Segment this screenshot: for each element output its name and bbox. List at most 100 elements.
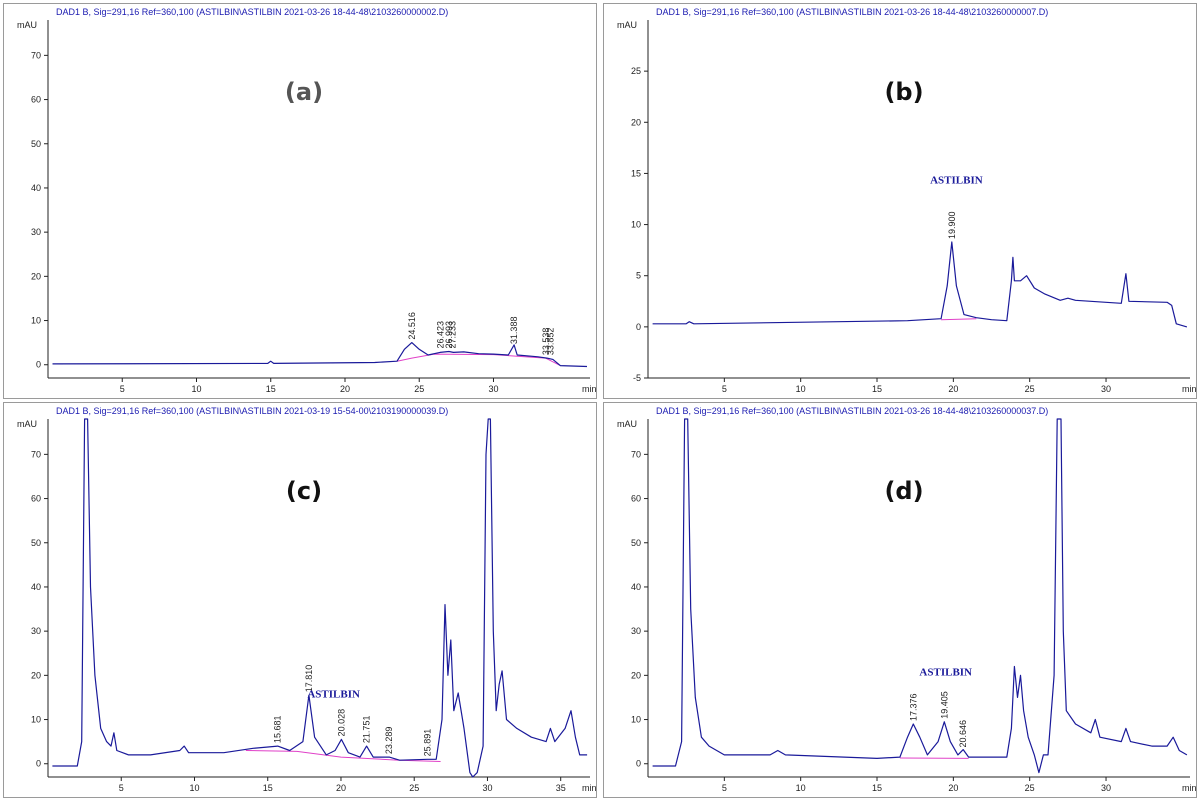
- chromatogram-trace: [652, 241, 1188, 328]
- chromatogram-panel-b: DAD1 B, Sig=291,16 Ref=360,100 (ASTILBIN…: [603, 3, 1197, 399]
- y-unit-label: mAU: [17, 20, 37, 30]
- x-unit-label: min: [1182, 384, 1197, 394]
- y-tick-label: 40: [631, 582, 641, 592]
- y-tick-label: 0: [636, 322, 641, 332]
- y-tick-label: 20: [631, 117, 641, 127]
- chart-svg: DAD1 B, Sig=291,16 Ref=360,100 (ASTILBIN…: [17, 7, 597, 394]
- x-tick-label: 20: [340, 384, 350, 394]
- x-tick-label: 30: [1101, 384, 1111, 394]
- peak-rt-label: 27.233: [447, 321, 457, 349]
- y-tick-label: 30: [631, 626, 641, 636]
- x-tick-label: 10: [191, 384, 201, 394]
- run-header: DAD1 B, Sig=291,16 Ref=360,100 (ASTILBIN…: [656, 406, 1048, 416]
- x-tick-label: 10: [189, 783, 199, 793]
- x-tick-label: 30: [482, 783, 492, 793]
- x-tick-label: 20: [336, 783, 346, 793]
- y-tick-label: 10: [631, 220, 641, 230]
- peak-rt-label: 19.405: [939, 691, 949, 719]
- y-tick-label: 50: [31, 139, 41, 149]
- chart-svg: DAD1 B, Sig=291,16 Ref=360,100 (ASTILBIN…: [617, 406, 1197, 793]
- y-tick-label: 10: [31, 715, 41, 725]
- peak-rt-label: 20.028: [336, 709, 346, 737]
- y-unit-label: mAU: [17, 419, 37, 429]
- x-tick-label: 30: [488, 384, 498, 394]
- chart-svg: DAD1 B, Sig=291,16 Ref=360,100 (ASTILBIN…: [617, 7, 1197, 394]
- peak-rt-label: 33.852: [546, 328, 556, 356]
- y-unit-label: mAU: [617, 20, 637, 30]
- x-tick-label: 25: [1025, 783, 1035, 793]
- integration-baseline: [245, 750, 441, 762]
- y-tick-label: 10: [31, 316, 41, 326]
- y-tick-label: 0: [36, 360, 41, 370]
- y-tick-label: 0: [36, 759, 41, 769]
- y-tick-label: 50: [631, 538, 641, 548]
- x-tick-label: 5: [119, 783, 124, 793]
- run-header: DAD1 B, Sig=291,16 Ref=360,100 (ASTILBIN…: [56, 7, 448, 17]
- peak-rt-label: 15.681: [273, 716, 283, 744]
- y-tick-label: 0: [636, 759, 641, 769]
- y-tick-label: 20: [631, 670, 641, 680]
- x-tick-label: 15: [872, 783, 882, 793]
- chromatogram-panel-a: DAD1 B, Sig=291,16 Ref=360,100 (ASTILBIN…: [3, 3, 597, 399]
- x-unit-label: min: [1182, 783, 1197, 793]
- y-tick-label: 70: [631, 449, 641, 459]
- run-header: DAD1 B, Sig=291,16 Ref=360,100 (ASTILBIN…: [656, 7, 1048, 17]
- panel-label: (b): [884, 78, 923, 106]
- chromatogram-trace: [652, 418, 1188, 774]
- panel-label: (c): [286, 477, 322, 505]
- x-unit-label: min: [582, 384, 597, 394]
- y-tick-label: 70: [31, 50, 41, 60]
- x-tick-label: 10: [796, 384, 806, 394]
- peak-rt-label: 21.751: [362, 716, 372, 744]
- peak-rt-label: 31.388: [509, 317, 519, 345]
- y-tick-label: 30: [31, 626, 41, 636]
- y-tick-label: 60: [31, 95, 41, 105]
- x-tick-label: 15: [263, 783, 273, 793]
- x-tick-label: 15: [872, 384, 882, 394]
- compound-label: ASTILBIN: [930, 175, 983, 187]
- y-tick-label: 20: [31, 271, 41, 281]
- x-tick-label: 15: [266, 384, 276, 394]
- peak-rt-label: 26.423: [435, 321, 445, 349]
- panel-label: (d): [884, 477, 923, 505]
- panel-label: (a): [285, 78, 323, 106]
- y-tick-label: 10: [631, 715, 641, 725]
- y-tick-label: 70: [31, 449, 41, 459]
- peak-rt-label: 24.516: [407, 312, 417, 340]
- integration-baseline: [396, 353, 561, 367]
- chromatogram-panel-c: DAD1 B, Sig=291,16 Ref=360,100 (ASTILBIN…: [3, 402, 597, 798]
- x-tick-label: 5: [722, 783, 727, 793]
- x-tick-label: 20: [948, 783, 958, 793]
- y-tick-label: 20: [31, 670, 41, 680]
- peak-rt-label: 23.289: [384, 727, 394, 755]
- chromatogram-trace: [52, 342, 588, 368]
- y-tick-label: 60: [31, 494, 41, 504]
- peak-rt-label: 17.376: [908, 693, 918, 721]
- x-tick-label: 10: [796, 783, 806, 793]
- x-tick-label: 35: [556, 783, 566, 793]
- integration-baseline: [941, 318, 977, 321]
- y-tick-label: 60: [631, 494, 641, 504]
- chromatogram-panel-d: DAD1 B, Sig=291,16 Ref=360,100 (ASTILBIN…: [603, 402, 1197, 798]
- x-unit-label: min: [582, 783, 597, 793]
- y-tick-label: 5: [636, 271, 641, 281]
- compound-label: ASTILBIN: [307, 688, 360, 700]
- run-header: DAD1 B, Sig=291,16 Ref=360,100 (ASTILBIN…: [56, 406, 448, 416]
- peak-rt-label: 19.900: [947, 211, 957, 239]
- y-tick-label: 30: [31, 227, 41, 237]
- y-tick-label: -5: [633, 373, 641, 383]
- y-tick-label: 25: [631, 66, 641, 76]
- x-tick-label: 5: [120, 384, 125, 394]
- x-tick-label: 25: [1025, 384, 1035, 394]
- compound-label: ASTILBIN: [919, 666, 972, 678]
- y-tick-label: 15: [631, 168, 641, 178]
- x-tick-label: 25: [414, 384, 424, 394]
- peak-rt-label: 33.538: [541, 328, 551, 356]
- y-tick-label: 40: [31, 582, 41, 592]
- peak-rt-label: 26.993: [444, 321, 454, 349]
- peak-rt-label: 17.810: [304, 665, 314, 693]
- y-unit-label: mAU: [617, 419, 637, 429]
- x-tick-label: 5: [722, 384, 727, 394]
- y-tick-label: 50: [31, 538, 41, 548]
- y-tick-label: 40: [31, 183, 41, 193]
